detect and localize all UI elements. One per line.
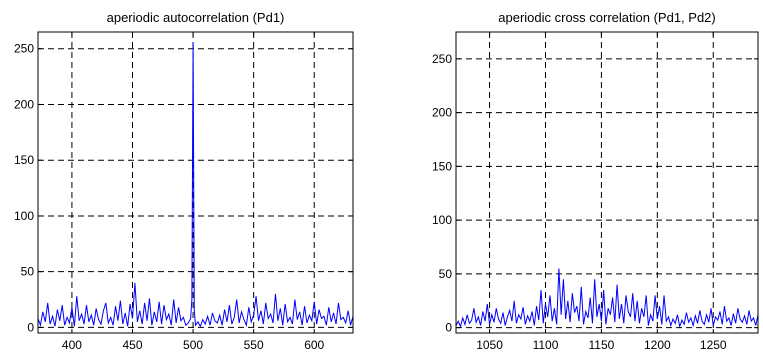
cross-correlation-x-tick-label: 1100 — [533, 338, 559, 352]
cross-correlation-x-tick-label: 1200 — [644, 338, 671, 352]
cross-correlation-y-tick-label: 0 — [445, 321, 452, 335]
cross-correlation-y-tick-label: 200 — [432, 106, 452, 120]
autocorrelation-y-tick-label: 50 — [21, 265, 35, 279]
cross-correlation-y-tick-label: 150 — [432, 159, 452, 173]
cross-correlation-axes-frame — [455, 31, 759, 334]
autocorrelation-y-tick-label: 200 — [14, 97, 34, 111]
autocorrelation-x-tick-label: 550 — [244, 338, 264, 352]
cross-correlation-panel: aperiodic cross correlation (Pd1, Pd2) 10… — [432, 10, 759, 352]
autocorrelation-axes-frame — [37, 31, 354, 334]
cross-correlation-series-line — [455, 268, 759, 329]
cross-correlation-y-tick-label: 50 — [439, 267, 453, 281]
cross-correlation-y-tick-label: 250 — [432, 52, 452, 66]
autocorrelation-y-tick-label: 250 — [14, 42, 34, 56]
autocorrelation-x-tick-label: 400 — [62, 338, 82, 352]
autocorrelation-series-line — [37, 42, 354, 328]
cross-correlation-x-tick-label: 1050 — [476, 338, 503, 352]
autocorrelation-panel: aperiodic autocorrelation (Pd1)400 450 500… — [14, 10, 354, 352]
cross-correlation-chart-title: aperiodic cross correlation (Pd1, Pd2) — [498, 10, 716, 25]
autocorrelation-y-tick-label: 0 — [27, 320, 34, 334]
autocorrelation-x-tick-label: 450 — [122, 338, 142, 352]
autocorrelation-chart-title: aperiodic autocorrelation (Pd1) — [107, 10, 285, 25]
autocorrelation-x-tick-label: 600 — [304, 338, 324, 352]
autocorrelation-y-tick-label: 150 — [14, 153, 34, 167]
cross-correlation-y-tick-label: 100 — [432, 213, 452, 227]
cross-correlation-x-tick-label: 1150 — [589, 338, 615, 352]
cross-correlation-x-tick-label: 1250 — [700, 338, 727, 352]
autocorrelation-y-tick-label: 100 — [14, 209, 34, 223]
autocorrelation-x-tick-label: 500 — [183, 338, 203, 352]
